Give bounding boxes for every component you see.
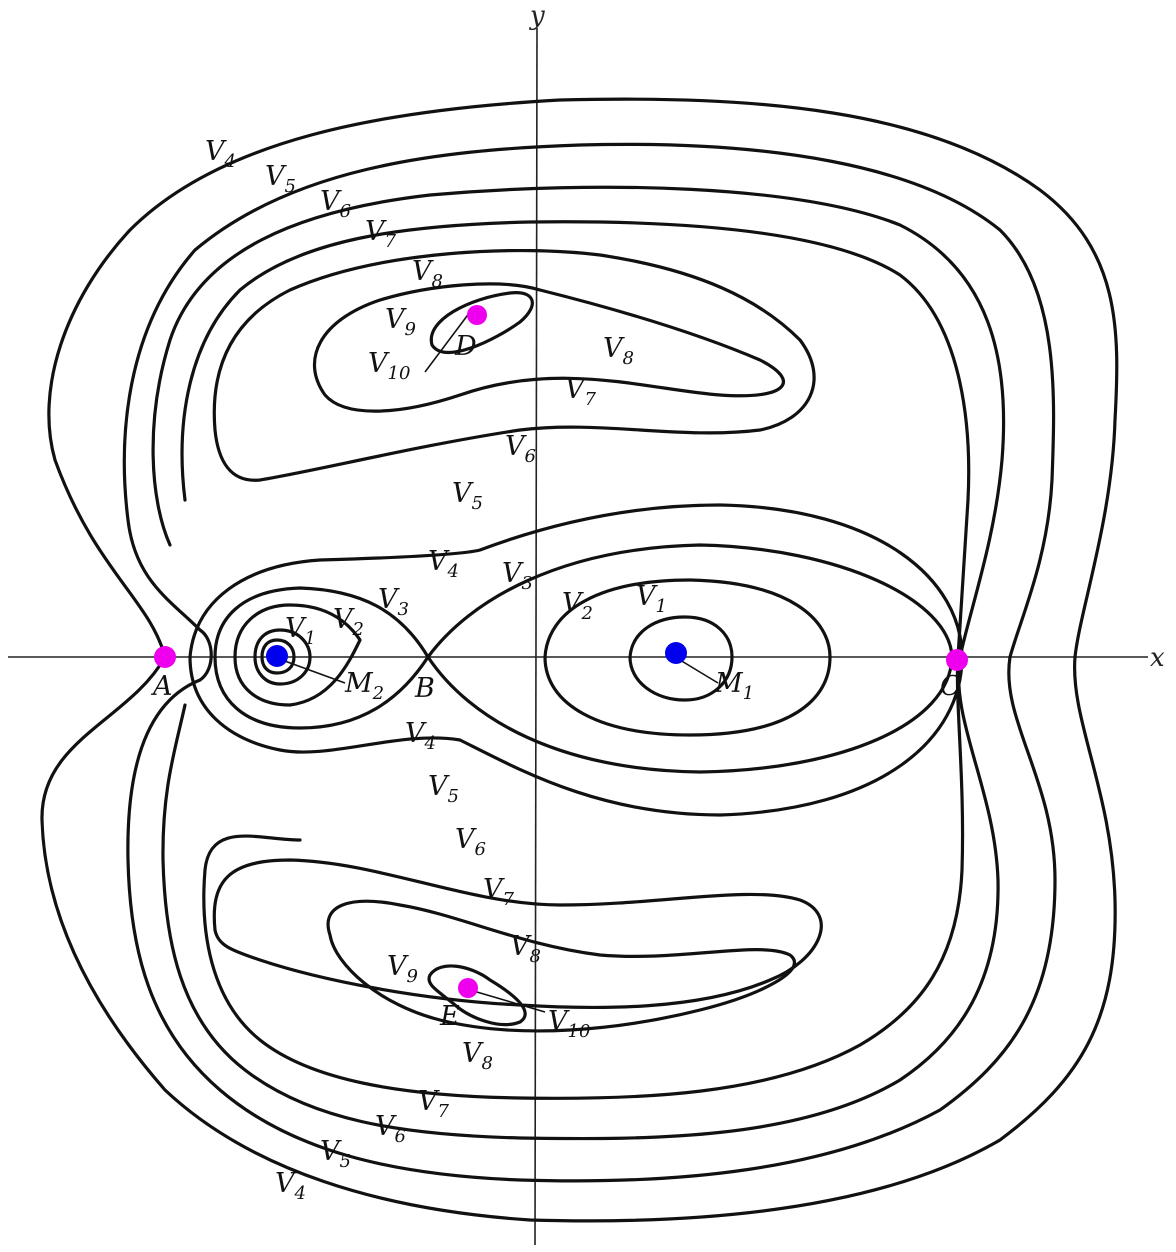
contour-label-v4-m: V4 xyxy=(428,546,459,582)
contour-label-v5-m: V5 xyxy=(452,478,483,514)
contour-label-v8-bb: V8 xyxy=(462,1038,493,1074)
y-axis-label: y xyxy=(529,1,545,31)
point-e-label: E xyxy=(439,1001,460,1032)
point-b-label: B xyxy=(414,673,435,704)
contour-v4-inner xyxy=(188,503,964,817)
point-c-label: C xyxy=(940,671,961,702)
contour-label-v7-b: V7 xyxy=(483,874,515,910)
contour-v7-outer xyxy=(180,220,971,1100)
contour-label-v9-e: V9 xyxy=(387,951,418,987)
contour-v9-d xyxy=(429,291,534,354)
contour-label-v7-bb: V7 xyxy=(418,1086,450,1122)
contour-label-v4-b: V4 xyxy=(405,718,436,754)
contour-label-v2-r: V2 xyxy=(562,588,593,624)
pointer-m2 xyxy=(281,659,346,684)
contour-label-v6-tl: V6 xyxy=(320,186,351,222)
contour-label-v10-d: V10 xyxy=(368,348,410,384)
contour-label-v6-m: V6 xyxy=(505,431,536,467)
point-d-marker xyxy=(467,305,487,325)
contour-v2-left xyxy=(233,603,362,707)
point-a-marker xyxy=(154,646,176,668)
contour-v3-eight xyxy=(213,543,954,774)
contour-v5-outer xyxy=(122,142,1057,1183)
pointer-v10-d xyxy=(424,311,471,373)
point-d-label: D xyxy=(454,331,477,362)
contour-v8-bottom xyxy=(326,899,797,1033)
mass-m2-marker xyxy=(266,645,288,667)
contour-label-v6-b: V6 xyxy=(455,824,486,860)
contour-label-v9-d: V9 xyxy=(385,304,416,340)
contour-label-v3-l: V3 xyxy=(378,584,409,620)
contour-v1-left xyxy=(253,628,312,686)
point-a-label: A xyxy=(150,671,173,702)
contour-v6-outer xyxy=(151,185,1006,1141)
contour-label-v4-tl: V4 xyxy=(205,136,236,172)
mass-m1-label: M1 xyxy=(714,668,754,704)
mass-m1-marker xyxy=(665,642,687,664)
pointer-m1 xyxy=(679,659,719,684)
contour-v4-outer xyxy=(40,97,1119,1223)
contour-label-v10-e: V10 xyxy=(548,1006,590,1042)
contour-v2-right xyxy=(543,578,832,737)
point-e-marker xyxy=(458,978,478,998)
contour-label-v8-tl: V8 xyxy=(412,256,443,292)
contour-v0-left xyxy=(260,638,296,675)
pointer-v10-e xyxy=(469,989,546,1013)
contour-label-v7-m: V7 xyxy=(565,374,597,410)
contour-v9-e xyxy=(427,964,527,1027)
contour-label-v4-bb: V4 xyxy=(275,1168,306,1204)
contour-label-v7-tl: V7 xyxy=(365,216,397,252)
contour-v1-right xyxy=(628,615,734,702)
contour-label-v3-r: V3 xyxy=(502,558,533,594)
mass-m2-label: M2 xyxy=(344,668,384,704)
contour-label-v5-bb: V5 xyxy=(320,1136,351,1172)
x-axis-label: x xyxy=(1150,643,1165,673)
contour-label-v1-r: V1 xyxy=(636,581,667,617)
contour-v7-top xyxy=(212,248,816,482)
contour-label-v5-b: V5 xyxy=(428,771,459,807)
contour-label-v5-tl: V5 xyxy=(265,161,296,197)
contour-label-v1-l: V1 xyxy=(285,613,316,649)
point-c-marker xyxy=(946,649,968,671)
contour-v8-top xyxy=(312,282,785,413)
contour-label-v8-b: V8 xyxy=(510,931,541,967)
y-axis xyxy=(534,27,538,1246)
contour-label-v8-r: V8 xyxy=(603,333,634,369)
contour-label-v2-l: V2 xyxy=(333,604,364,640)
contour-label-v6-bb: V6 xyxy=(375,1111,406,1147)
